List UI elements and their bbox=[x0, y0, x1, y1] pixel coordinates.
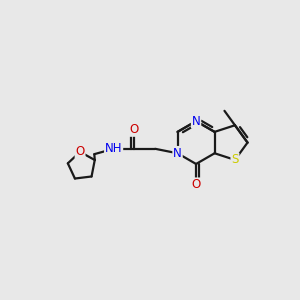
Text: N: N bbox=[192, 115, 200, 128]
Text: S: S bbox=[231, 153, 239, 167]
Text: O: O bbox=[191, 178, 201, 191]
Text: NH: NH bbox=[105, 142, 122, 155]
Text: O: O bbox=[129, 123, 139, 136]
Text: N: N bbox=[173, 147, 182, 160]
Text: O: O bbox=[76, 146, 85, 158]
